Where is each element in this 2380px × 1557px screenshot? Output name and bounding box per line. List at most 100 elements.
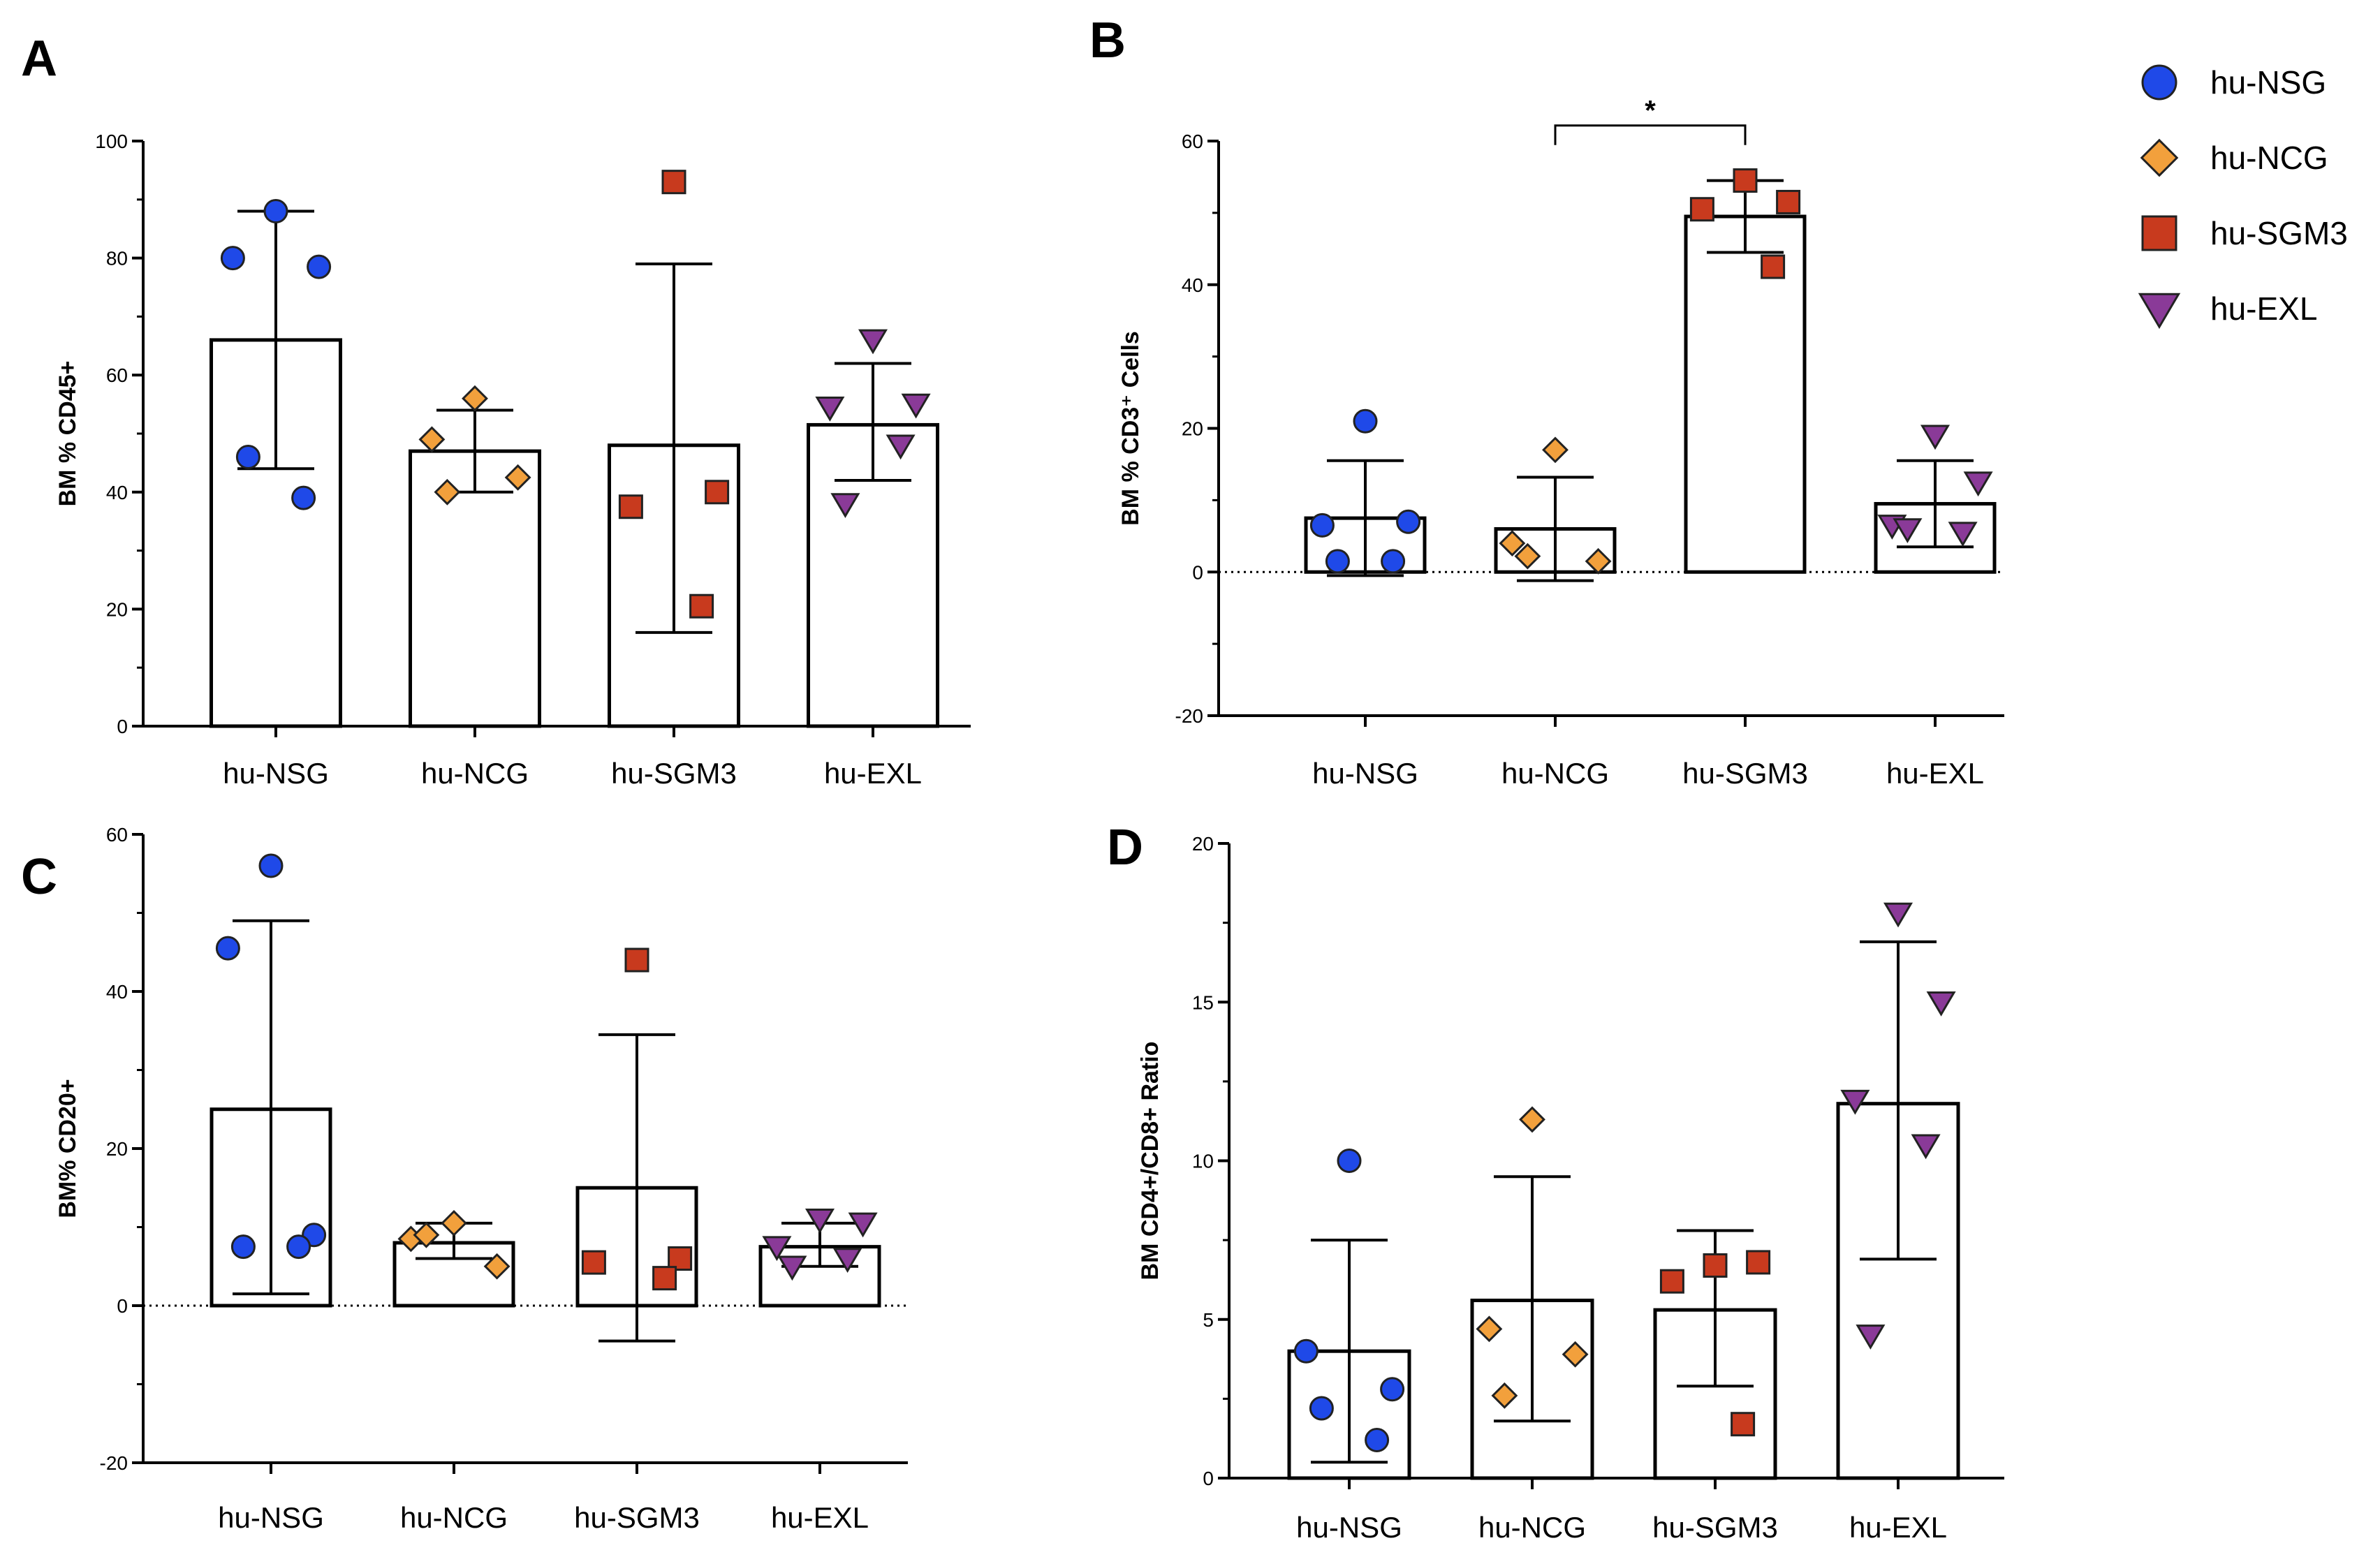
data-point bbox=[777, 1255, 807, 1281]
data-point bbox=[441, 1209, 467, 1237]
data-point bbox=[1883, 902, 1913, 928]
data-point bbox=[1514, 543, 1541, 570]
data-point bbox=[1585, 547, 1612, 575]
data-point bbox=[1776, 189, 1801, 214]
data-point bbox=[624, 947, 649, 973]
legend-label: hu-SGM3 bbox=[2210, 215, 2348, 251]
y-tick-label: 20 bbox=[106, 1138, 128, 1160]
data-point bbox=[220, 246, 245, 271]
data-point bbox=[215, 936, 240, 961]
data-point bbox=[1746, 1250, 1771, 1275]
y-tick-label: 10 bbox=[1192, 1151, 1214, 1172]
x-tick-label: hu-SGM3 bbox=[574, 1501, 700, 1534]
y-tick-label: 40 bbox=[1182, 274, 1203, 296]
y-tick-label: 5 bbox=[1203, 1309, 1214, 1331]
data-point bbox=[1840, 1089, 1870, 1115]
data-point bbox=[1499, 530, 1526, 557]
data-point bbox=[462, 385, 488, 412]
y-tick-label: 100 bbox=[95, 131, 128, 152]
data-point bbox=[830, 493, 860, 518]
data-point bbox=[689, 593, 714, 619]
data-point bbox=[1761, 254, 1786, 279]
legend-marker-hu-SGM3 bbox=[2141, 215, 2177, 251]
data-point bbox=[258, 853, 284, 878]
data-point bbox=[1733, 168, 1758, 193]
y-axis-label: BM CD4+/CD8+ Ratio bbox=[1137, 1042, 1163, 1281]
y-tick-label: 0 bbox=[117, 1295, 128, 1317]
x-tick-label: hu-EXL bbox=[771, 1501, 869, 1534]
y-tick-label: 40 bbox=[106, 981, 128, 1003]
y-tick-label: -20 bbox=[1175, 705, 1203, 727]
data-point bbox=[1542, 436, 1569, 464]
data-point bbox=[652, 1266, 677, 1291]
significance-bracket bbox=[1554, 124, 1747, 145]
data-point bbox=[832, 1248, 862, 1273]
y-axis-label: BM % CD3⁺ Cells bbox=[1117, 331, 1144, 526]
y-tick-label: 0 bbox=[1192, 561, 1203, 583]
legend-label: hu-EXL bbox=[2210, 290, 2317, 327]
x-tick-label: hu-SGM3 bbox=[1682, 757, 1808, 790]
x-tick-label: hu-NSG bbox=[1296, 1511, 1402, 1544]
legend-marker-hu-NCG bbox=[2140, 138, 2179, 177]
data-point bbox=[901, 393, 931, 419]
x-tick-label: hu-NSG bbox=[218, 1501, 324, 1534]
chart-panel-d: D 0 5 10 15 20 BM CD4+/CD8+ Ratio hu-NSG hu-NCG h… bbox=[1107, 820, 2004, 1544]
x-tick-label: hu-NSG bbox=[1312, 757, 1418, 790]
y-tick-label: 0 bbox=[117, 716, 128, 737]
significance-label: * bbox=[1645, 96, 1656, 126]
y-tick-label: -20 bbox=[100, 1452, 128, 1474]
y-axis-label: BM % CD45+ bbox=[54, 361, 81, 507]
data-point bbox=[815, 396, 845, 422]
data-point bbox=[286, 1234, 311, 1260]
data-point bbox=[1309, 512, 1335, 538]
data-point bbox=[886, 434, 916, 460]
data-point bbox=[1911, 1134, 1941, 1160]
data-point bbox=[858, 329, 888, 355]
data-point bbox=[618, 494, 643, 519]
data-point bbox=[661, 170, 686, 195]
y-tick-label: 80 bbox=[106, 248, 128, 270]
data-point bbox=[1731, 1412, 1756, 1437]
y-tick-label: 15 bbox=[1192, 991, 1214, 1013]
data-point bbox=[1689, 197, 1714, 222]
x-tick-label: hu-SGM3 bbox=[611, 757, 737, 790]
data-point bbox=[805, 1208, 835, 1234]
data-point bbox=[1309, 1396, 1334, 1421]
data-point bbox=[705, 480, 730, 505]
y-tick-label: 20 bbox=[106, 598, 128, 620]
data-point bbox=[307, 254, 332, 279]
data-point bbox=[1926, 991, 1956, 1017]
data-point bbox=[1963, 471, 1993, 497]
data-point bbox=[1491, 1382, 1518, 1409]
data-point bbox=[483, 1253, 510, 1280]
data-point bbox=[291, 485, 316, 510]
data-point bbox=[413, 1221, 440, 1248]
data-point bbox=[1380, 1377, 1405, 1402]
data-point bbox=[1562, 1341, 1589, 1368]
x-tick-label: hu-EXL bbox=[1886, 757, 1984, 790]
data-point bbox=[1381, 549, 1406, 574]
x-tick-label: hu-NCG bbox=[1478, 1511, 1586, 1544]
x-tick-label: hu-SGM3 bbox=[1652, 1511, 1778, 1544]
data-point bbox=[230, 1234, 256, 1260]
data-point bbox=[762, 1236, 792, 1262]
panel-letter: D bbox=[1107, 820, 1143, 876]
data-point bbox=[1920, 425, 1951, 450]
data-point bbox=[1659, 1269, 1684, 1294]
chart-panel-c: C -20 0 20 40 60 BM% CD20+ hu-NSG hu-NCG hu-SGM3 h… bbox=[21, 824, 908, 1534]
data-point bbox=[1948, 522, 1978, 547]
x-tick-label: hu-EXL bbox=[824, 757, 922, 790]
panel-letter: C bbox=[21, 849, 57, 905]
legend: hu-NSG hu-NCG hu-SGM3 hu-EXL bbox=[2138, 64, 2348, 330]
legend-marker-hu-EXL bbox=[2138, 293, 2181, 330]
x-tick-label: hu-EXL bbox=[1849, 1511, 1947, 1544]
data-point bbox=[235, 445, 260, 470]
bar-hu-SGM3 bbox=[1684, 214, 1807, 574]
x-tick-label: hu-NCG bbox=[1501, 757, 1609, 790]
x-tick-label: hu-NCG bbox=[400, 1501, 508, 1534]
data-point bbox=[263, 199, 288, 224]
y-tick-label: 20 bbox=[1192, 833, 1214, 855]
data-point bbox=[1293, 1338, 1318, 1364]
data-point bbox=[848, 1212, 878, 1238]
